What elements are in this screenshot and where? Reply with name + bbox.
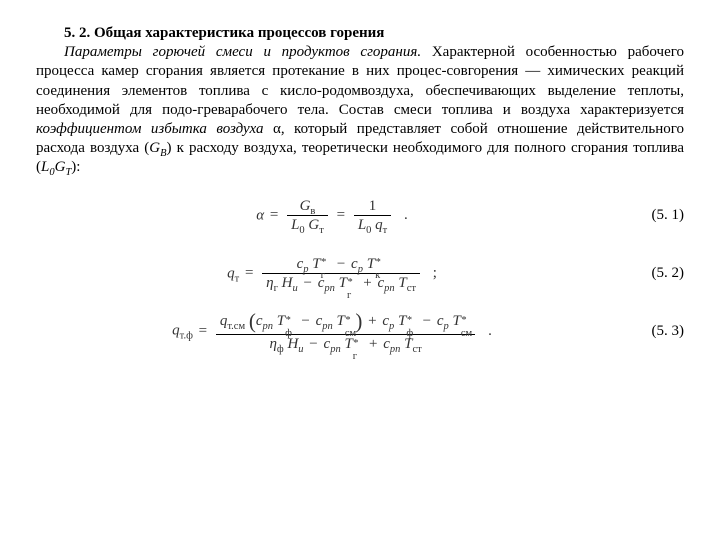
lead-phrase: Параметры горючей смеси и продуктов сгор… — [64, 44, 421, 60]
eq2-number: (5. 2) — [628, 264, 684, 283]
equation-5-2: qт = cp T*г − cp T*к ηг Hu − cpп T*г + — [36, 250, 684, 298]
equation-5-1: α = Gв L0 Gт = 1 L0 qт . (5. 1) — [36, 192, 684, 240]
eq1-math: α = Gв L0 Gт = 1 L0 qт . — [256, 198, 408, 234]
term-coefficient: коэффициентом избытка воздуха — [36, 121, 263, 137]
text-seg-4: ): — [71, 159, 80, 175]
eq3-number: (5. 3) — [628, 322, 684, 341]
paragraph-main: Параметры горючей смеси и продуктов сгор… — [36, 43, 684, 177]
alpha-symbol: α — [263, 121, 280, 137]
equation-5-3: qт.ф = qт.см (cpп T*ф − cpп T*см) + cp T… — [36, 308, 684, 356]
section-heading: 5. 2. Общая характеристика процессов гор… — [36, 24, 684, 43]
eq3-math: qт.ф = qт.см (cpп T*ф − cpп T*см) + cp T… — [172, 310, 492, 353]
symbol-G: G — [149, 140, 160, 156]
eq2-math: qт = cp T*г − cp T*к ηг Hu − cpп T*г + — [227, 256, 437, 292]
eq1-number: (5. 1) — [628, 206, 684, 225]
symbol-G2: G — [55, 159, 66, 175]
